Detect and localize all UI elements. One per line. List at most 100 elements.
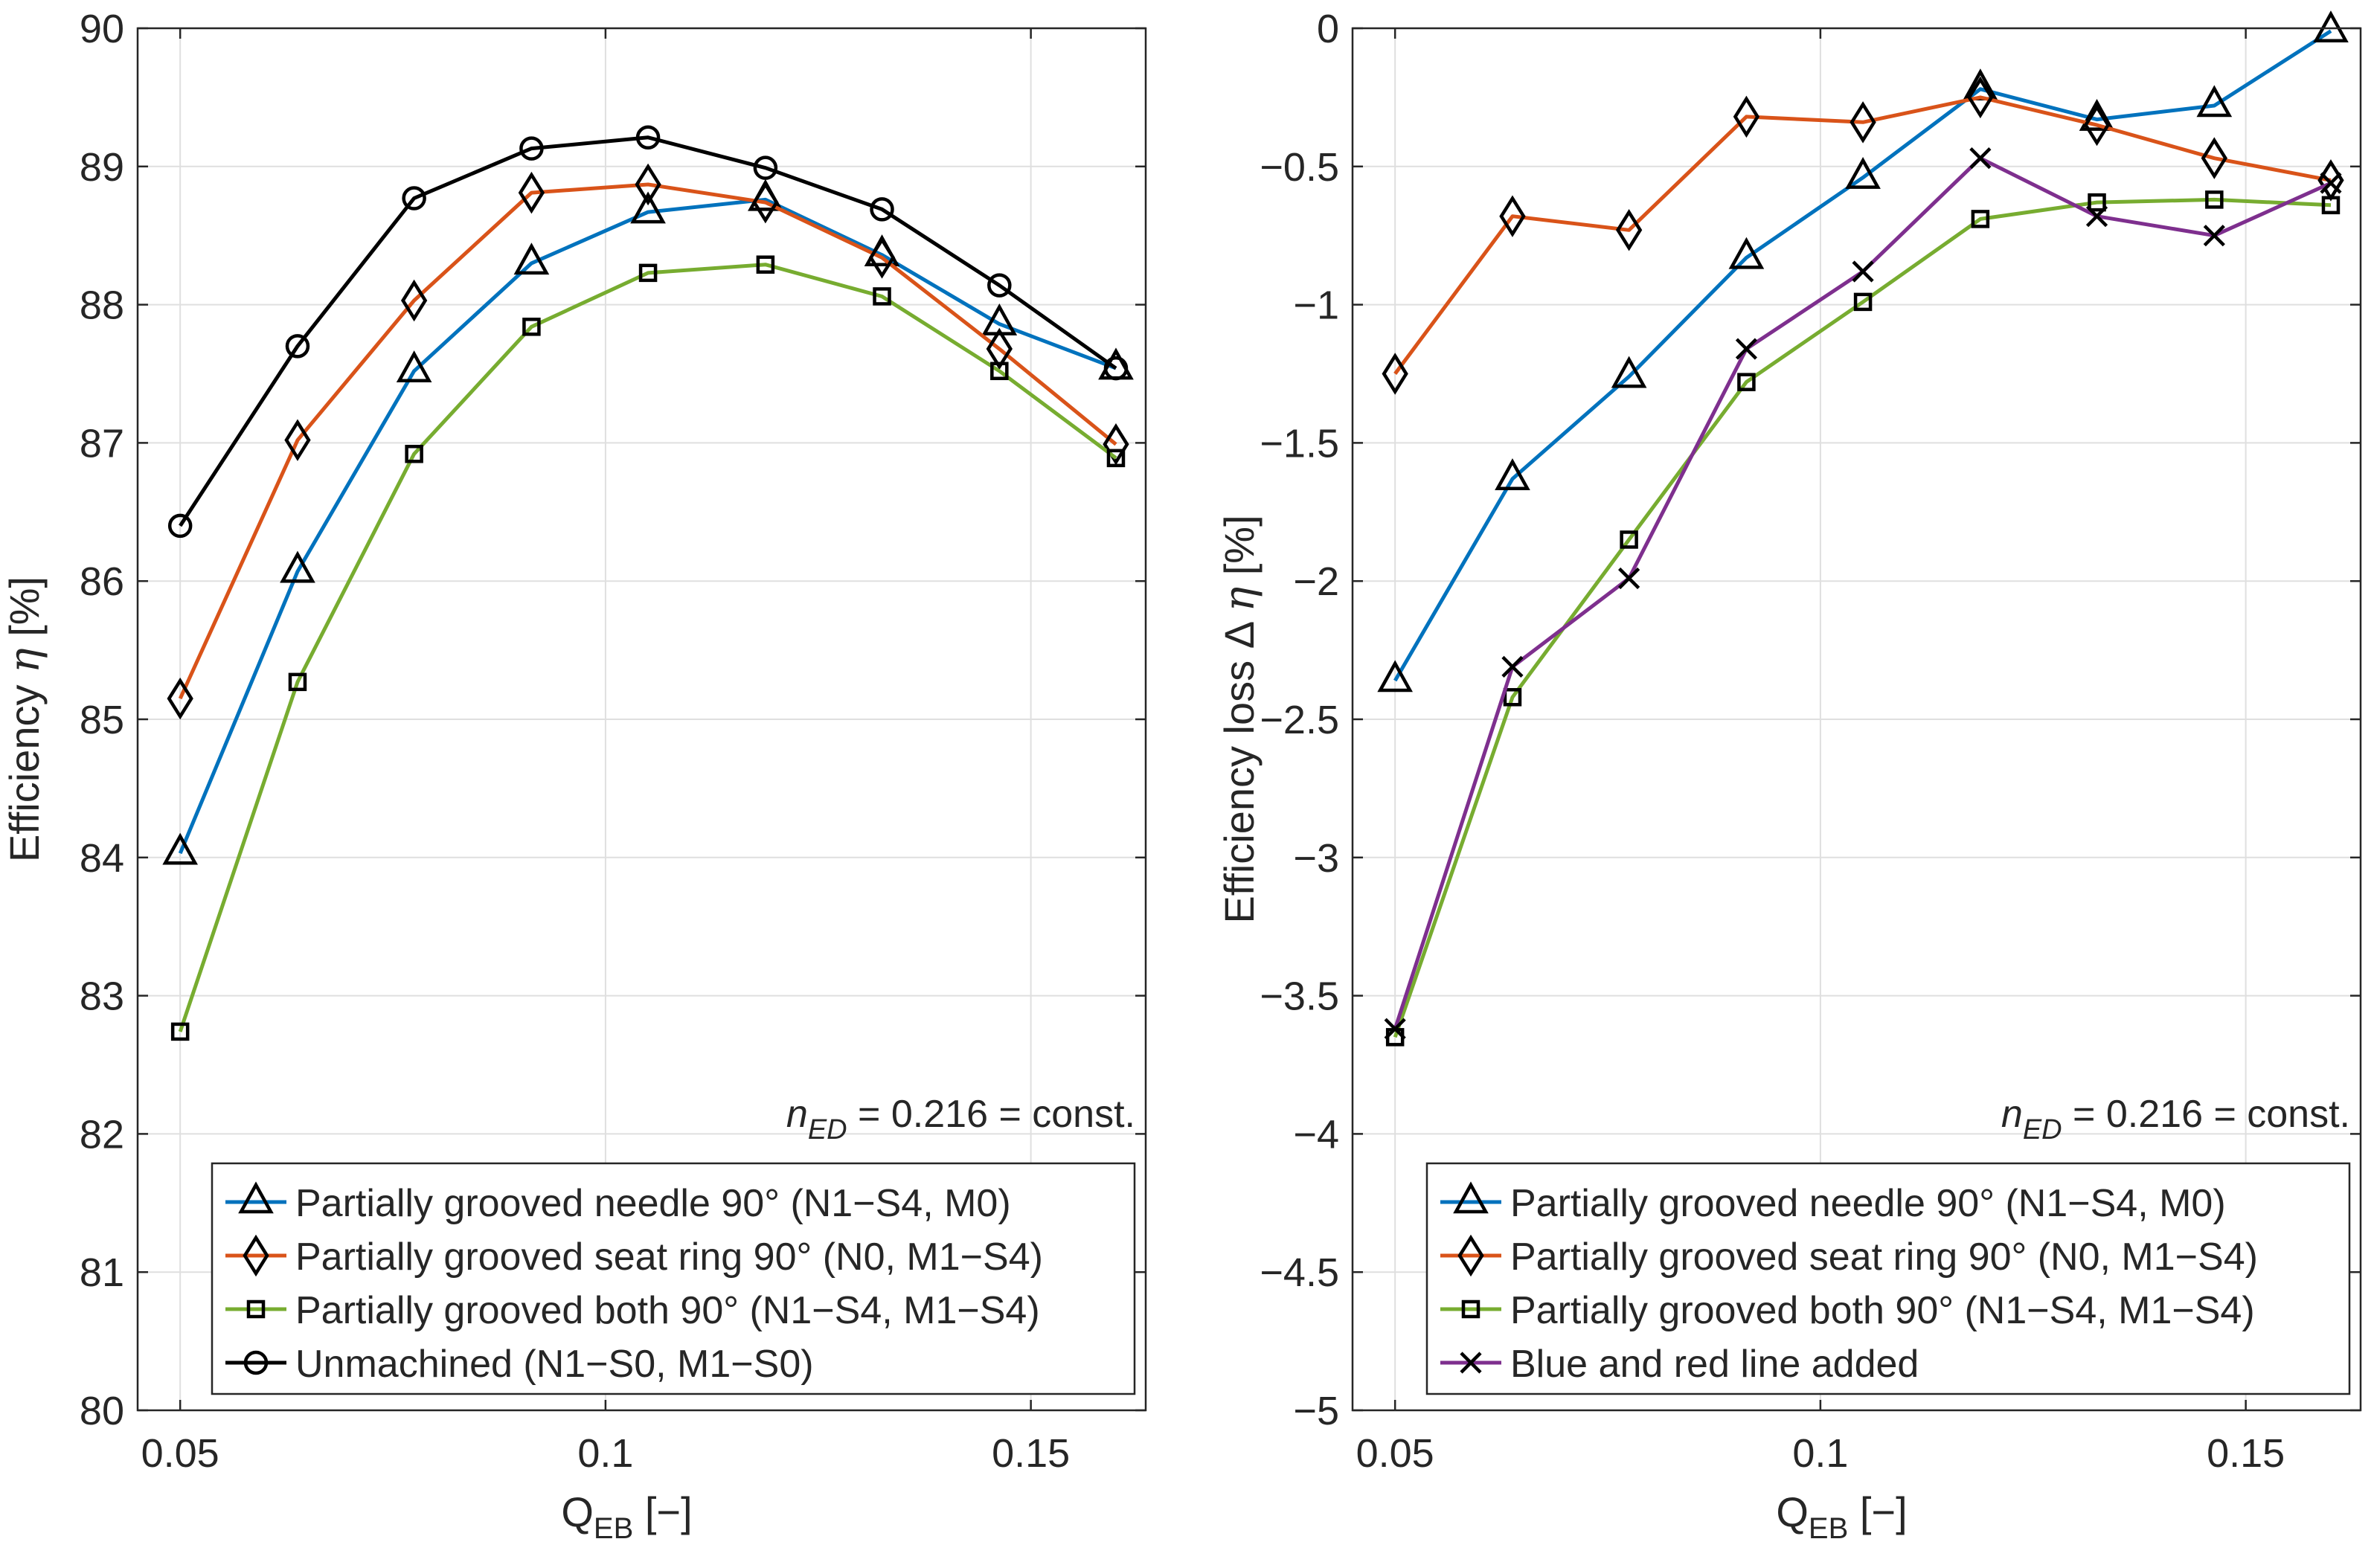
- data-point: [638, 263, 658, 283]
- data-point: [1967, 76, 1994, 119]
- data-point: [280, 550, 315, 583]
- y-tick-label: 80: [80, 1389, 124, 1433]
- legend-marker: [1461, 1299, 1480, 1319]
- series-2: [1382, 76, 2344, 395]
- data-point: [519, 136, 544, 161]
- data-point: [2085, 205, 2108, 228]
- y-tick-label: 86: [80, 559, 124, 604]
- data-point: [1611, 356, 1647, 388]
- series-line: [178, 263, 1117, 1032]
- y-tick-label: −2.5: [1260, 698, 1339, 742]
- data-point: [753, 155, 778, 180]
- series-line: [179, 135, 1117, 527]
- data-point: [1103, 356, 1129, 381]
- x-tick-label: 0.15: [2207, 1431, 2285, 1476]
- x-tick-label: 0.05: [141, 1431, 219, 1476]
- data-point: [868, 237, 896, 279]
- data-point: [2083, 103, 2111, 147]
- data-point: [284, 419, 311, 461]
- y-tick-label: 0: [1317, 7, 1339, 51]
- data-point: [522, 318, 541, 336]
- y-tick-label: −4: [1293, 1112, 1339, 1157]
- data-point: [396, 350, 432, 383]
- data-point: [1618, 567, 1640, 590]
- x-tick-label: 0.1: [577, 1431, 633, 1476]
- series-line: [178, 197, 1117, 855]
- data-point: [1501, 655, 1524, 678]
- y-tick-label: −3: [1293, 836, 1339, 881]
- legend-item: Partially grooved both 90° (N1−S4, M1−S4…: [225, 1289, 1040, 1332]
- y-tick-label: 89: [80, 145, 124, 190]
- series-4: [167, 125, 1129, 539]
- data-point: [1615, 209, 1643, 251]
- data-point-b: [1735, 338, 1758, 360]
- legend-label: Unmachined (N1−S0, M1−S0): [295, 1343, 814, 1386]
- data-point: [990, 362, 1009, 381]
- data-point-b: [1384, 1018, 1406, 1040]
- data-point: [1377, 660, 1413, 693]
- y-tick-label: 81: [80, 1250, 124, 1295]
- y-tick-label: −1.5: [1260, 421, 1339, 466]
- data-point: [1845, 157, 1881, 189]
- legend-label: Partially grooved needle 90° (N1−S4, M0): [1510, 1182, 2226, 1225]
- y-tick-label: −4.5: [1260, 1250, 1339, 1295]
- legend: Partially grooved needle 90° (N1−S4, M0)…: [211, 1162, 1136, 1395]
- legend-item: Blue and red line added: [1440, 1343, 1919, 1386]
- series-line: [1393, 29, 2332, 682]
- annotation: nED = 0.216 = const.: [2001, 1093, 2350, 1146]
- legend-item: Partially grooved needle 90° (N1−S4, M0): [225, 1181, 1011, 1225]
- data-point: [1850, 101, 1876, 144]
- data-point: [1733, 95, 1760, 138]
- y-tick-label: 84: [80, 836, 124, 881]
- series-line: [1393, 197, 2332, 1038]
- y-tick-label: 82: [80, 1112, 124, 1157]
- legend-label: Blue and red line added: [1510, 1343, 1919, 1386]
- legend-box: [1425, 1162, 2351, 1395]
- data-point: [870, 197, 894, 222]
- data-point: [400, 279, 428, 322]
- data-point: [873, 287, 891, 306]
- data-point: [1495, 458, 1530, 490]
- x-axis-label: QEB [−]: [561, 1488, 692, 1545]
- y-tick-label: 90: [80, 7, 124, 51]
- x-axis-label: QEB [−]: [1776, 1488, 1907, 1545]
- data-point: [513, 242, 550, 275]
- data-point-b: [1618, 567, 1640, 590]
- y-tick-label: 85: [80, 698, 124, 742]
- data-point: [630, 191, 666, 224]
- y-tick-label: −1: [1293, 283, 1339, 328]
- series-line: [178, 182, 1117, 700]
- legend-item: Partially grooved seat ring 90° (N0, M1−…: [225, 1234, 1043, 1279]
- legend-marker: [243, 1350, 269, 1375]
- y-tick-label: −0.5: [1260, 145, 1339, 190]
- data-point: [2205, 190, 2224, 209]
- y-axis-label: Efficiency loss Δ η [%]: [1216, 515, 1264, 923]
- data-point: [1103, 423, 1129, 466]
- legend-item: Partially grooved needle 90° (N1−S4, M0): [1440, 1181, 2226, 1225]
- x-tick-label: 0.05: [1356, 1431, 1434, 1476]
- data-point: [2201, 137, 2227, 179]
- data-point-b: [2320, 172, 2342, 194]
- data-point: [1852, 260, 1874, 283]
- data-point: [1620, 530, 1638, 549]
- data-point: [752, 181, 779, 224]
- legend-label: Partially grooved seat ring 90° (N0, M1−…: [1510, 1236, 2258, 1279]
- y-tick-label: 87: [80, 421, 124, 466]
- data-point: [2321, 196, 2341, 215]
- data-point: [1499, 195, 1526, 237]
- data-point-b: [1501, 655, 1524, 678]
- legend-marker: [1460, 1352, 1482, 1374]
- data-point: [1737, 373, 1756, 391]
- series-2: [167, 163, 1129, 720]
- legend-marker-b: [1460, 1352, 1482, 1374]
- legend-box: [211, 1162, 1136, 1395]
- y-tick-label: 83: [80, 974, 124, 1019]
- x-tick-label: 0.1: [1792, 1431, 1848, 1476]
- data-point: [285, 334, 310, 359]
- data-point: [1853, 292, 1873, 312]
- legend-item: Partially grooved both 90° (N1−S4, M1−S4…: [1440, 1289, 2255, 1332]
- data-point: [402, 186, 426, 211]
- legend-item: Partially grooved seat ring 90° (N0, M1−…: [1440, 1234, 2258, 1279]
- data-point: [170, 1022, 190, 1041]
